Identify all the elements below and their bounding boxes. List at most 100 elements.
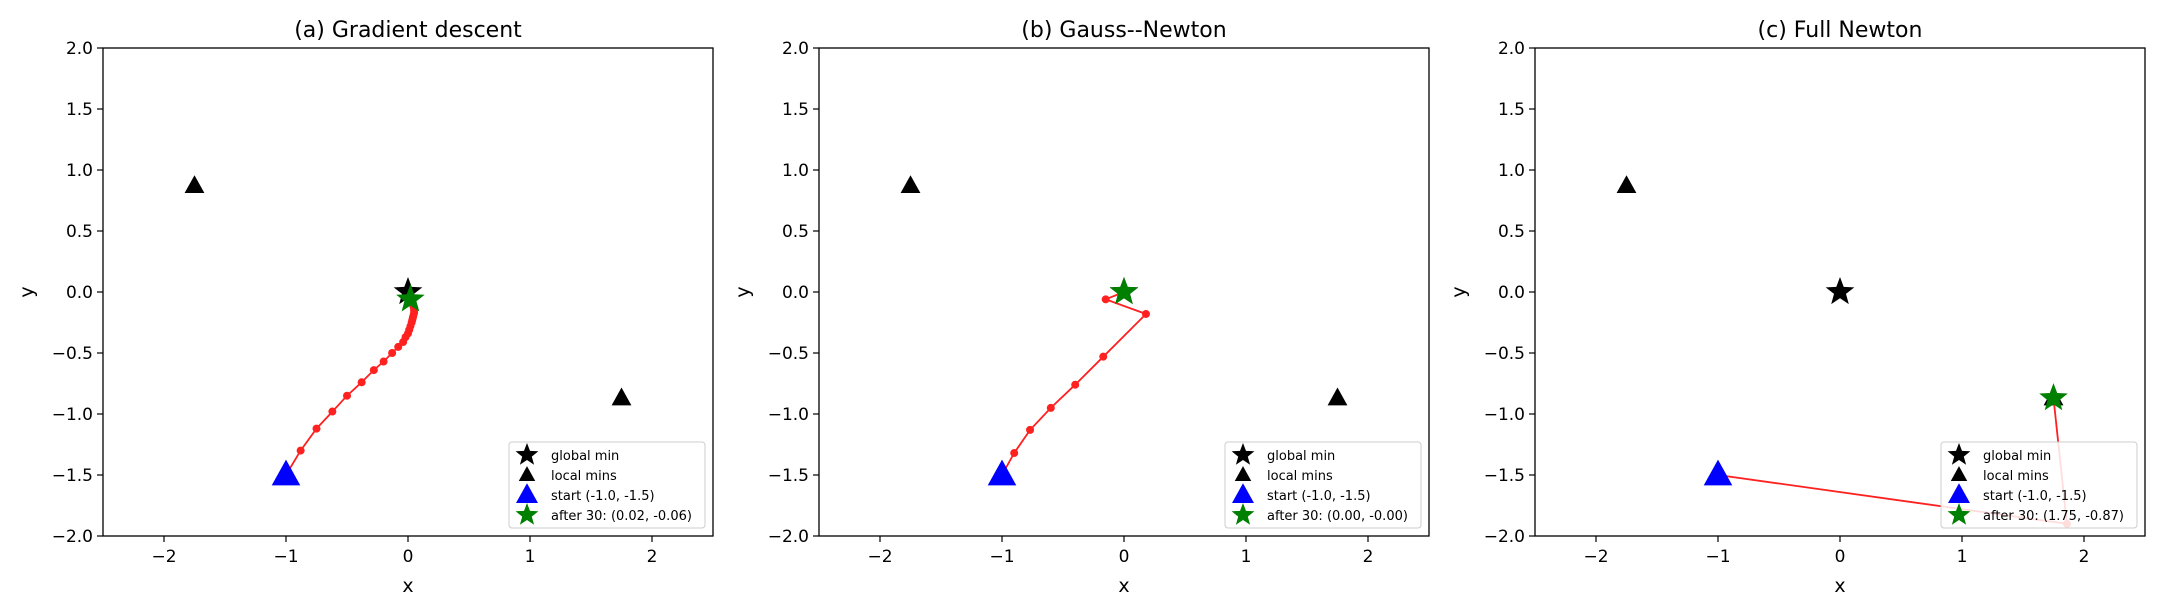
legend-start-swatch	[516, 483, 538, 503]
chart-title: (c) Full Newton	[1758, 18, 1923, 43]
y-tick-label: 1.5	[66, 100, 93, 120]
legend-global-min-swatch	[515, 443, 539, 465]
legend-box	[1940, 441, 2138, 529]
x-tick-label: −1	[989, 547, 1014, 567]
local-min-marker	[1327, 387, 1348, 406]
y-tick-label: 1.0	[1498, 161, 1525, 181]
legend-start-swatch	[1232, 483, 1254, 503]
chart-panel-1: (a) Gradient descent −2 −1 0 1 2 −2.0 −1.5 −1.0 −…	[16, 18, 714, 597]
legend-final-swatch	[1947, 503, 1971, 525]
y-tick-label: 0.5	[66, 222, 93, 242]
y-tick-label: 2.0	[66, 39, 93, 59]
y-tick-label: −2.0	[52, 527, 93, 547]
legend-local-mins-label: local mins	[1983, 469, 2049, 484]
start-marker	[271, 459, 301, 486]
iterate-point	[1141, 309, 1150, 318]
legend-final-swatch	[1231, 503, 1255, 525]
x-tick-label: −2	[1583, 547, 1608, 567]
y-axis-label: y	[732, 286, 754, 297]
x-axis-label: x	[402, 575, 413, 597]
x-tick-label: −2	[867, 547, 892, 567]
iterate-point	[1026, 425, 1035, 434]
x-tick-label: 1	[525, 547, 536, 567]
y-tick-label: −1.5	[768, 466, 809, 486]
legend-local-mins-swatch	[1234, 466, 1252, 481]
y-tick-label: −1.5	[52, 466, 93, 486]
iterate-point	[388, 349, 397, 357]
local-min-marker	[900, 175, 921, 194]
x-axis-label: x	[1834, 575, 1845, 597]
legend-start-label: start (-1.0, -1.5)	[1983, 489, 2087, 504]
chart-panel-3: (c) Full Newton −2 −1 0 1 2 −2.0 −1.5 −1.0 −0.5 0.…	[1448, 18, 2146, 597]
iterate-point	[328, 407, 337, 416]
legend-global-min-label: global min	[551, 449, 619, 464]
legend-local-mins-label: local mins	[1267, 469, 1333, 484]
legend-global-min-swatch	[1231, 443, 1255, 465]
legend-start-label: start (-1.0, -1.5)	[551, 489, 655, 504]
y-tick-label: 0.5	[1498, 222, 1525, 242]
x-tick-label: 0	[1119, 547, 1130, 567]
y-tick-label: −2.0	[768, 527, 809, 547]
legend-global-min-label: global min	[1267, 449, 1335, 464]
y-tick-label: −2.0	[1484, 527, 1525, 547]
x-tick-label: 1	[1957, 547, 1968, 567]
global-min-marker	[1825, 277, 1855, 305]
chart-title: (a) Gradient descent	[294, 18, 522, 43]
x-tick-label: 0	[1835, 547, 1846, 567]
iterate-point	[1099, 352, 1108, 361]
local-min-marker	[611, 387, 632, 406]
y-tick-label: 0.5	[782, 222, 809, 242]
legend-box	[508, 441, 706, 529]
iterate-point	[312, 424, 321, 433]
y-axis-label: y	[16, 286, 38, 297]
data-layer	[184, 175, 632, 486]
y-tick-label: −1.0	[52, 405, 93, 425]
y-tick-label: −0.5	[52, 344, 93, 364]
legend-final-label: after 30: (0.00, -0.00)	[1267, 509, 1408, 524]
legend-start-swatch	[1948, 483, 1970, 503]
legend: global min local mins start (-1.0, -1.5) af…	[508, 441, 706, 529]
local-min-marker	[1616, 175, 1637, 194]
start-marker	[987, 459, 1017, 486]
y-tick-label: −0.5	[1484, 344, 1525, 364]
y-tick-label: 1.5	[1498, 100, 1525, 120]
legend-final-label: after 30: (0.02, -0.06)	[551, 509, 692, 524]
legend: global min local mins start (-1.0, -1.5) af…	[1224, 441, 1422, 529]
x-axis-label: x	[1118, 575, 1129, 597]
x-tick-label: 0	[403, 547, 414, 567]
legend-global-min-swatch	[1947, 443, 1971, 465]
y-tick-label: 0.0	[1498, 283, 1525, 303]
legend-local-mins-swatch	[518, 466, 536, 481]
chart-panel-2: (b) Gauss--Newton −2 −1 0 1 2 −2.0 −1.5 −1.0 −0.5…	[732, 18, 1430, 597]
iterate-point	[1101, 295, 1110, 304]
x-tick-label: −1	[273, 547, 298, 567]
y-tick-label: 2.0	[1498, 39, 1525, 59]
y-axis-label: y	[1448, 286, 1470, 297]
chart-title: (b) Gauss--Newton	[1021, 18, 1226, 43]
y-tick-label: −1.0	[1484, 405, 1525, 425]
legend-final-label: after 30: (1.75, -0.87)	[1983, 509, 2124, 524]
legend-start-label: start (-1.0, -1.5)	[1267, 489, 1371, 504]
x-tick-label: 2	[647, 547, 658, 567]
iterate-point	[296, 446, 305, 455]
iterate-point	[1071, 380, 1080, 389]
iterate-point	[369, 366, 378, 375]
x-tick-label: 2	[2079, 547, 2090, 567]
iterate-point	[1046, 403, 1055, 412]
y-tick-label: 1.5	[782, 100, 809, 120]
legend: global min local mins start (-1.0, -1.5) af…	[1940, 441, 2138, 529]
legend-local-mins-swatch	[1950, 466, 1968, 481]
final-marker	[396, 284, 425, 312]
x-tick-label: 1	[1241, 547, 1252, 567]
y-tick-label: 1.0	[782, 161, 809, 181]
y-tick-label: −0.5	[768, 344, 809, 364]
data-layer	[900, 175, 1348, 486]
y-tick-label: 1.0	[66, 161, 93, 181]
x-tick-label: −2	[151, 547, 176, 567]
legend-global-min-label: global min	[1983, 449, 2051, 464]
x-tick-label: −1	[1705, 547, 1730, 567]
final-marker	[1109, 277, 1139, 305]
legend-local-mins-label: local mins	[551, 469, 617, 484]
y-tick-label: 0.0	[782, 283, 809, 303]
